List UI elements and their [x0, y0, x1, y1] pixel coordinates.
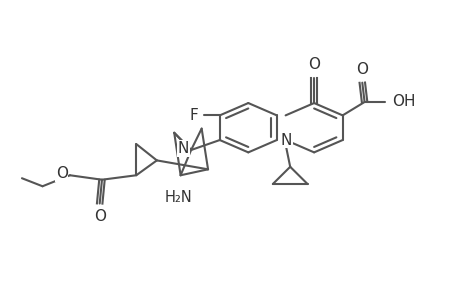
Text: O: O: [94, 209, 106, 224]
Text: OH: OH: [391, 94, 414, 110]
Text: O: O: [56, 166, 67, 181]
Text: O: O: [308, 57, 319, 72]
Text: N: N: [280, 133, 291, 148]
Text: O: O: [356, 62, 368, 77]
Text: F: F: [189, 108, 198, 123]
Text: H₂N: H₂N: [164, 190, 192, 205]
Text: N: N: [177, 141, 189, 156]
